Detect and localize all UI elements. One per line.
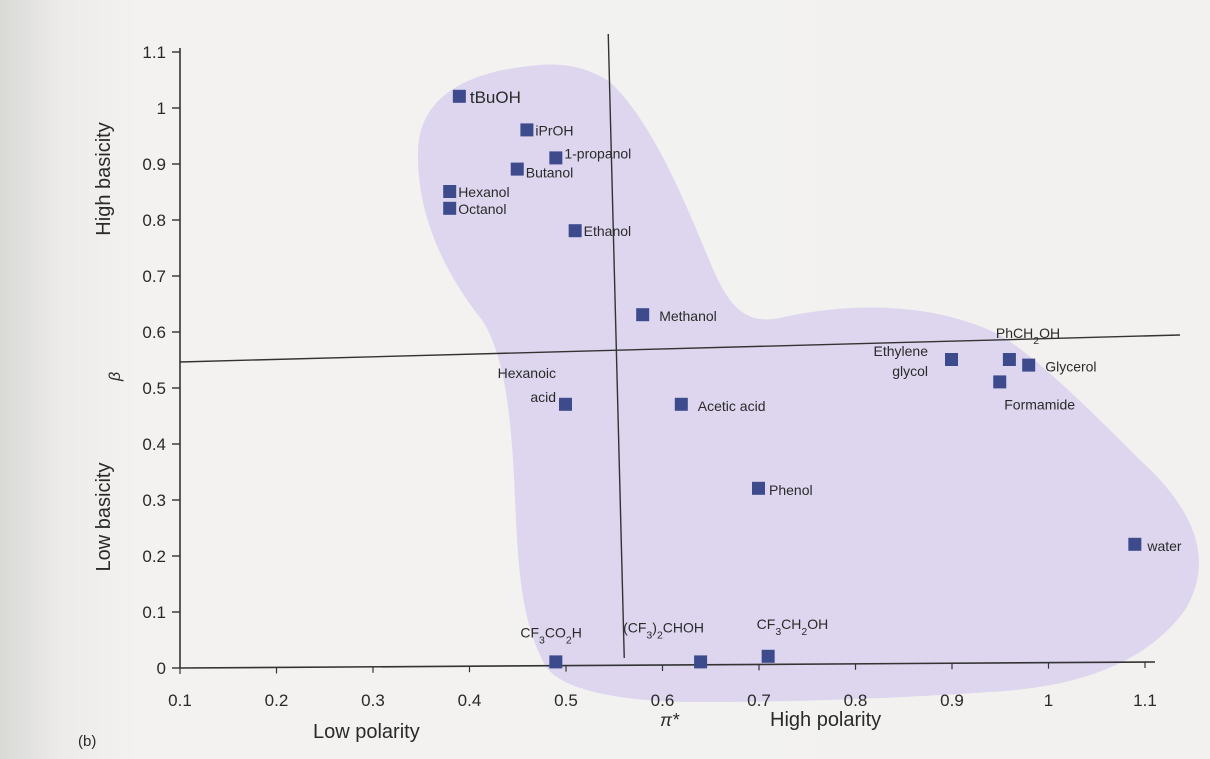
x-tick-label: 0.8 — [844, 691, 868, 710]
y-tick-label: 0.4 — [142, 435, 166, 454]
point-label: water — [1146, 538, 1182, 554]
data-point-marker — [549, 151, 563, 165]
solvent-region — [417, 64, 1199, 703]
y-tick-label: 0.3 — [142, 491, 166, 510]
data-point-marker — [674, 397, 688, 411]
data-point-marker — [993, 375, 1007, 389]
data-point-marker — [568, 224, 582, 238]
data-point-marker — [1022, 358, 1036, 372]
quadrant-line-horizontal — [179, 334, 1181, 363]
data-point-marker — [443, 201, 457, 215]
y-tick-label: 0.9 — [142, 155, 166, 174]
y-axis-high-annotation: High basicity — [93, 122, 115, 235]
point-label: Hexanoic — [498, 365, 556, 381]
x-tick-label: 0.2 — [265, 691, 289, 710]
data-point-marker — [1128, 537, 1142, 551]
data-point-marker — [752, 481, 765, 495]
y-axis-low-annotation: Low basicity — [93, 463, 115, 572]
point-label: Butanol — [526, 165, 573, 181]
x-tick-label: 0.4 — [458, 691, 482, 710]
point-label: CF3CH2OH — [757, 616, 829, 638]
point-label: Ethanol — [584, 223, 631, 239]
point-label: glycol — [892, 363, 928, 379]
quadrant-line-vertical — [607, 33, 625, 659]
y-tick-label: 0.1 — [142, 603, 166, 622]
x-tick-label: 1.1 — [1133, 691, 1157, 710]
x-tick-label: 0.3 — [361, 691, 385, 710]
y-tick-label: 0 — [157, 659, 166, 678]
data-point-marker — [443, 185, 457, 198]
y-tick-label: 1.1 — [142, 43, 166, 62]
point-label: Ethylene — [874, 343, 929, 359]
x-axis-line — [179, 661, 1156, 669]
data-point-marker — [636, 308, 650, 322]
point-label: tBuOH — [470, 88, 521, 107]
data-point-marker — [549, 655, 563, 669]
data-point-marker — [1002, 353, 1016, 366]
point-label: 1-propanol — [564, 145, 631, 161]
point-label: CF3CO2H — [520, 624, 581, 646]
y-axis-title: β — [107, 372, 124, 382]
x-tick-label: 0.1 — [168, 691, 192, 710]
data-point-marker — [761, 649, 775, 663]
y-tick-label: 0.7 — [142, 267, 166, 286]
x-tick-label: 1 — [1044, 691, 1053, 710]
x-axis-title: π* — [660, 710, 680, 730]
point-label: (CF3)2CHOH — [623, 619, 704, 641]
data-point-marker — [510, 162, 524, 176]
data-point-marker — [945, 353, 958, 366]
y-tick-label: 1 — [157, 99, 166, 118]
x-axis-low-annotation: Low polarity — [313, 721, 420, 743]
x-tick-label: 0.5 — [554, 691, 578, 710]
point-label: Hexanol — [458, 184, 509, 200]
point-label: Methanol — [659, 308, 717, 324]
y-tick-label: 0.2 — [142, 547, 166, 566]
x-tick-label: 0.9 — [940, 691, 964, 710]
data-point-marker — [694, 655, 708, 669]
data-point-marker — [520, 123, 534, 137]
point-label: Glycerol — [1045, 359, 1096, 375]
x-tick-label: 0.7 — [747, 691, 771, 710]
panel-label: (b) — [78, 733, 96, 750]
y-tick-label: 0.8 — [142, 211, 166, 230]
y-tick-label: 0.6 — [142, 323, 166, 342]
point-label: Octanol — [458, 201, 506, 217]
y-tick-label: 0.5 — [142, 379, 166, 398]
point-label: iPrOH — [535, 122, 573, 138]
data-point-marker — [452, 89, 466, 103]
point-label: Acetic acid — [698, 398, 766, 414]
point-label: PhCH2OH — [996, 325, 1060, 347]
point-label: Formamide — [1004, 396, 1075, 412]
x-tick-label: 0.6 — [651, 691, 675, 710]
x-axis-high-annotation: High polarity — [770, 709, 881, 731]
point-label: acid — [530, 389, 556, 405]
data-point-marker — [559, 397, 572, 411]
point-label: Phenol — [769, 482, 813, 498]
